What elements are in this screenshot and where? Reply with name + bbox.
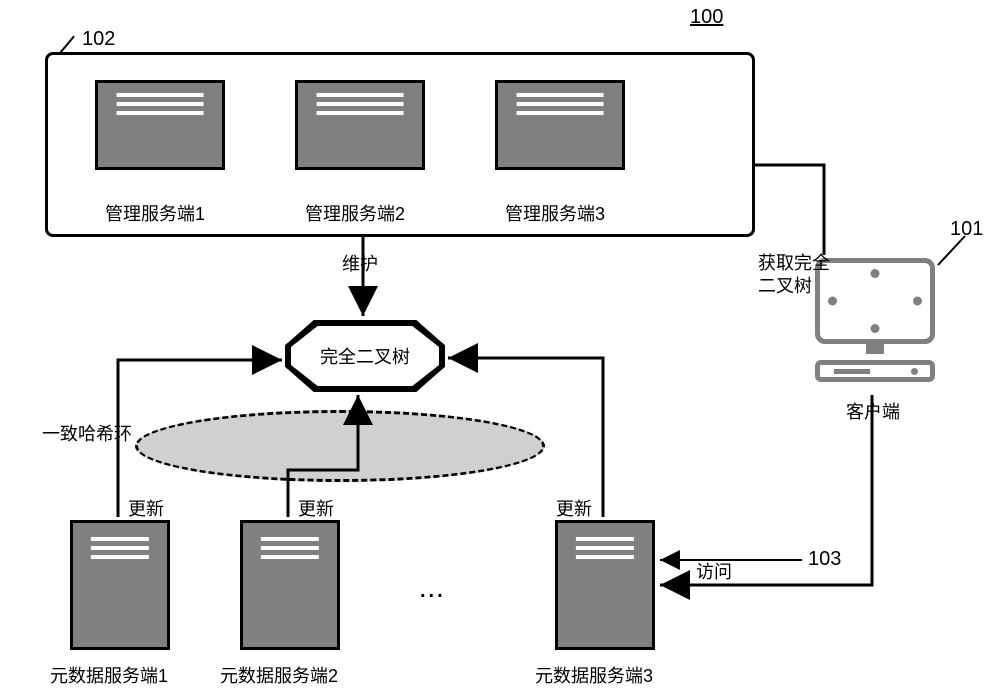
meta-server-3-edge-label: 更新 <box>556 495 592 521</box>
hash-ring-label: 一致哈希环 <box>42 420 132 446</box>
mgmt-server-2 <box>295 80 425 170</box>
ref-103: 103 <box>808 548 841 571</box>
meta-server-3 <box>555 520 655 650</box>
meta-server-3-label: 元数据服务端3 <box>535 662 653 688</box>
hash-ring-ellipse <box>135 410 545 482</box>
client-top-edge-label: 获取完全 二叉树 <box>758 252 830 297</box>
meta-server-1-edge-label: 更新 <box>128 495 164 521</box>
ref-102: 102 <box>82 28 115 51</box>
figure-number: 100 <box>690 6 723 29</box>
mgmt-server-1-label: 管理服务端1 <box>105 200 205 226</box>
meta-server-2-label: 元数据服务端2 <box>220 662 338 688</box>
maintain-label: 维护 <box>342 250 378 276</box>
client-bottom-edge-label: 访问 <box>696 558 732 584</box>
meta-server-1 <box>70 520 170 650</box>
mgmt-server-1 <box>95 80 225 170</box>
ref-101: 101 <box>950 218 983 241</box>
meta-server-2-edge-label: 更新 <box>298 495 334 521</box>
ellipsis: ... <box>420 580 446 603</box>
diagram-canvas: 100 102 管理服务端1 管理服务端2 管理服务端3 维护 一致哈希环 完全… <box>0 0 1000 699</box>
hex-label: 完全二叉树 <box>320 343 410 369</box>
complete-binary-tree-node: 完全二叉树 <box>285 320 445 392</box>
meta-server-2 <box>240 520 340 650</box>
leader-102 <box>59 36 75 54</box>
client-computer-icon <box>815 258 935 382</box>
client-label: 客户端 <box>846 398 900 424</box>
mgmt-server-2-label: 管理服务端2 <box>305 200 405 226</box>
mgmt-server-3-label: 管理服务端3 <box>505 200 605 226</box>
meta-server-1-label: 元数据服务端1 <box>50 662 168 688</box>
mgmt-server-3 <box>495 80 625 170</box>
